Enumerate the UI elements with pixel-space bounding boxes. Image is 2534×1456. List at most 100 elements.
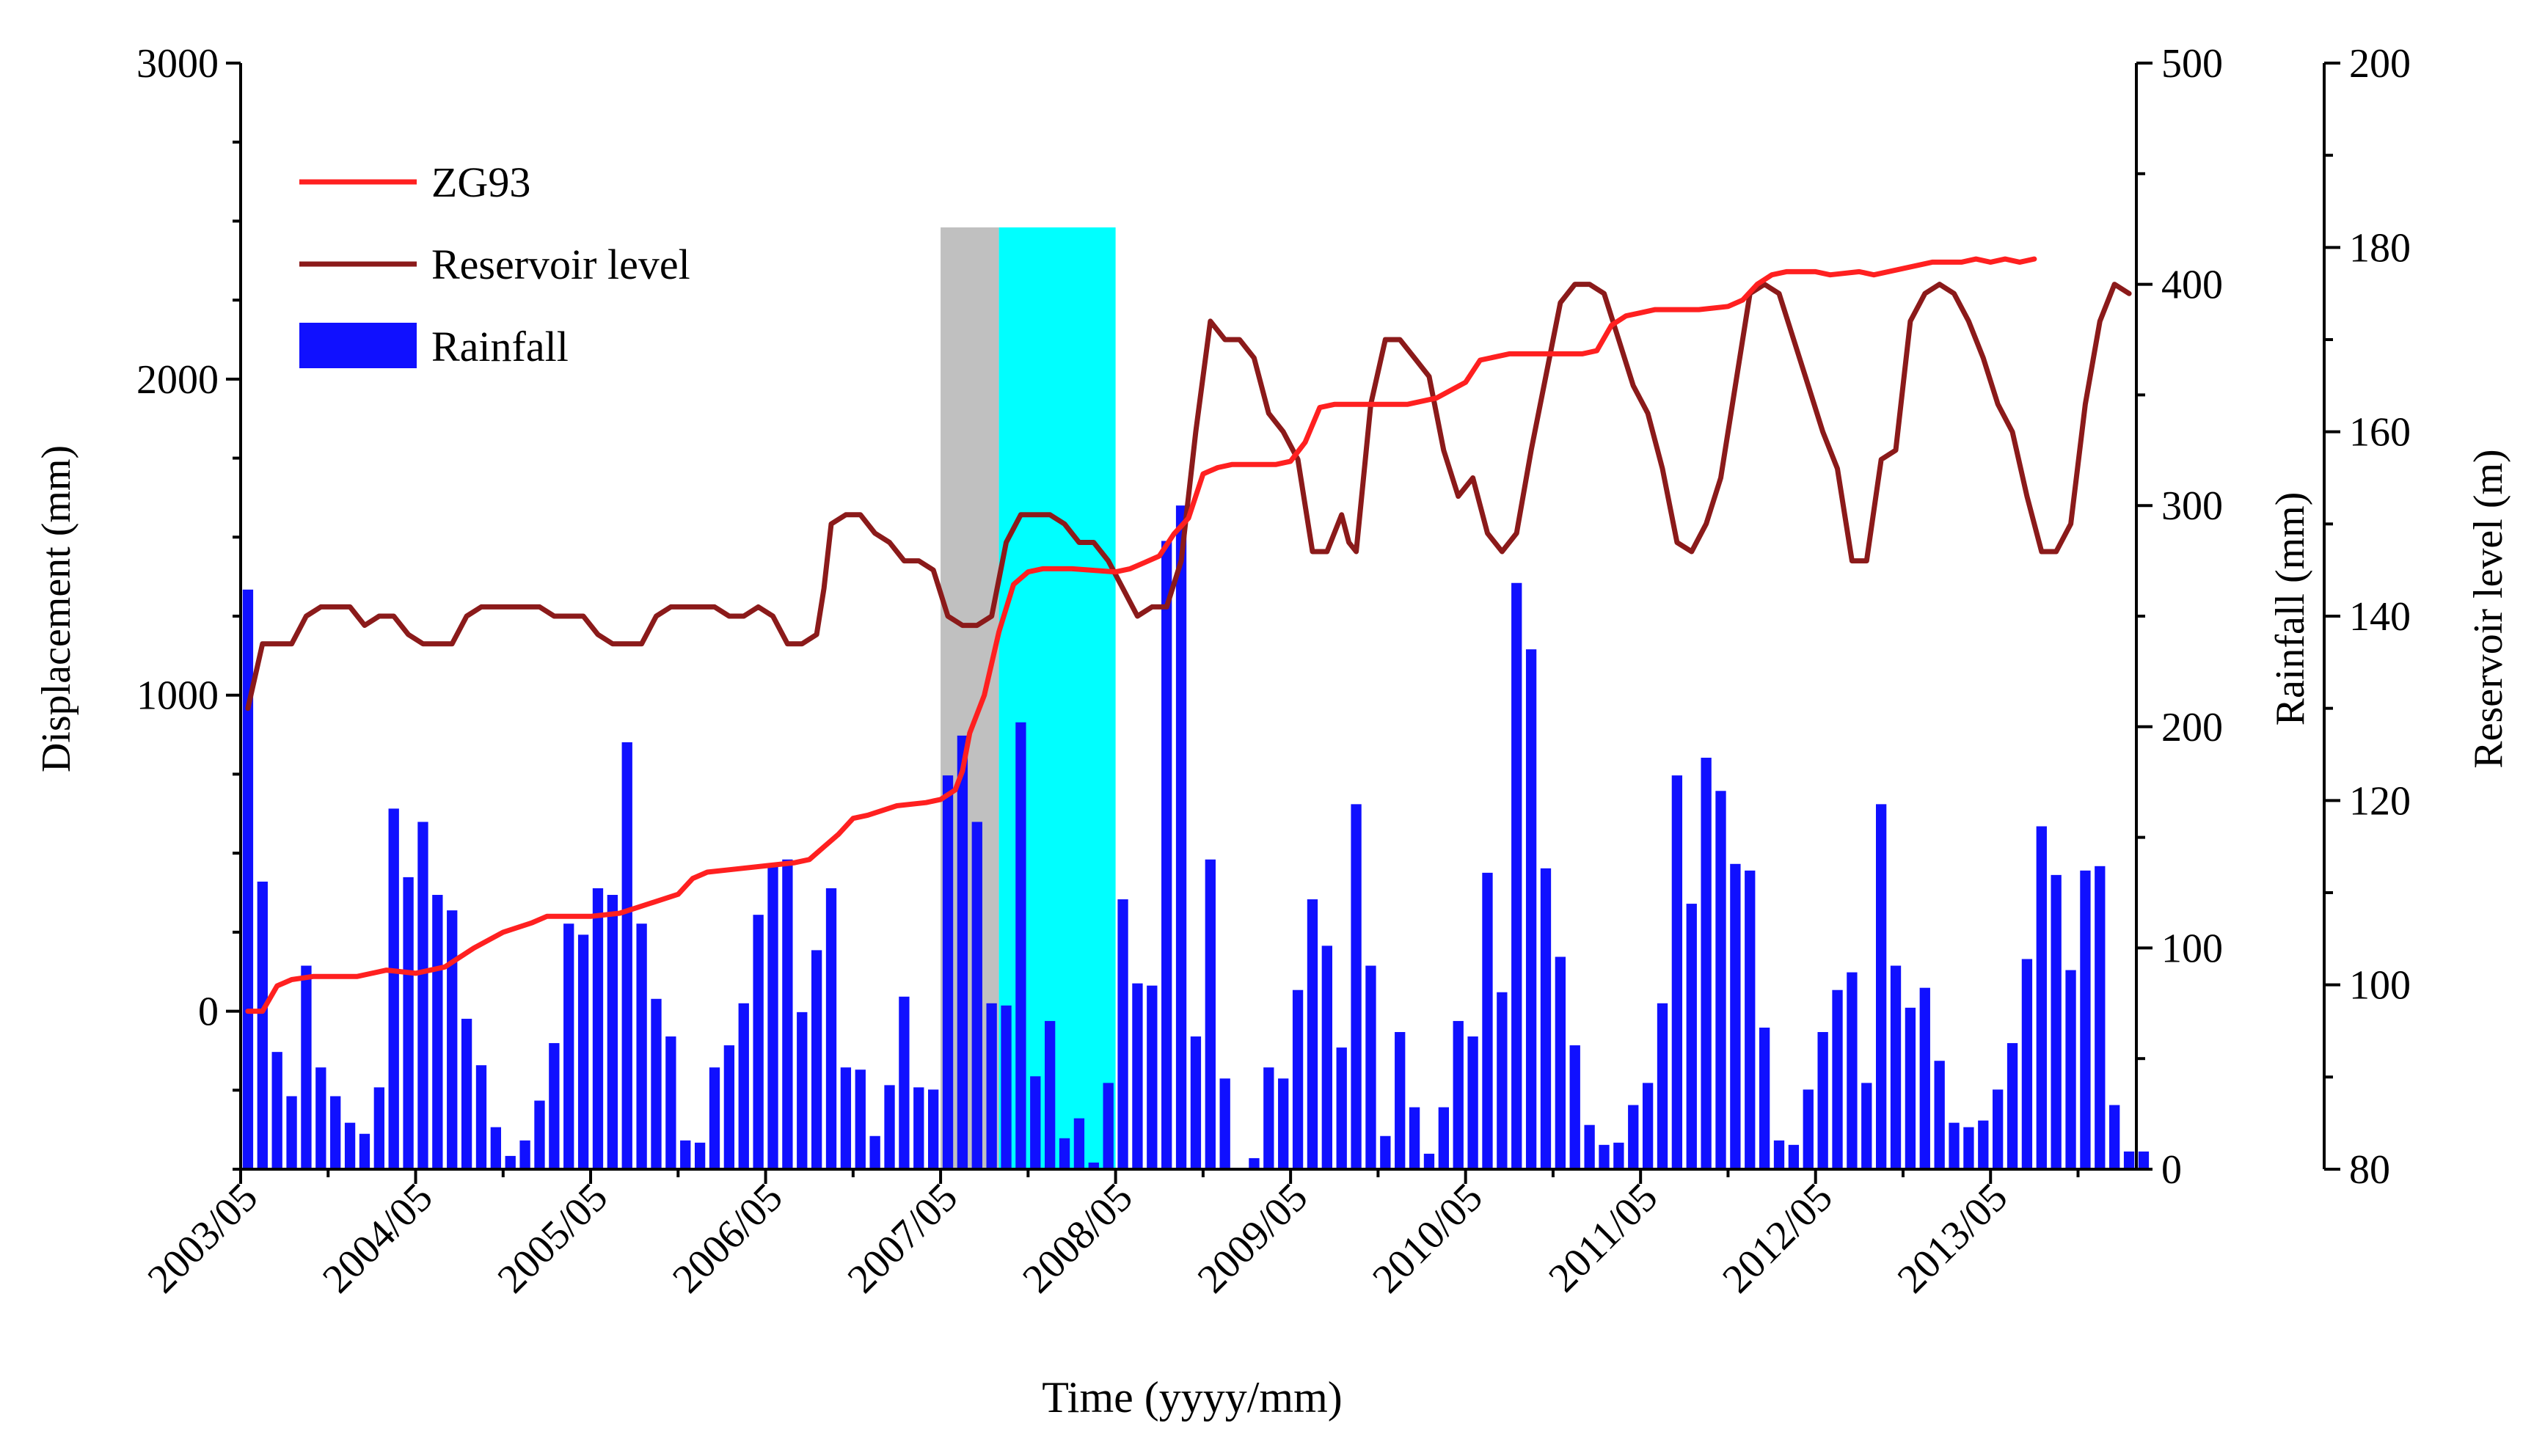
rainfall-bar xyxy=(1628,1105,1639,1169)
time-tick-label: 2006/05 xyxy=(664,1174,792,1302)
left-axis-title: Displacement (mm) xyxy=(34,445,79,772)
rainfall-bar xyxy=(1817,1032,1828,1169)
rainfall-bar xyxy=(1132,983,1143,1169)
reservoir-tick-label: 200 xyxy=(2349,41,2411,87)
rainfall-bar xyxy=(636,923,647,1169)
rainfall-bar xyxy=(782,859,793,1169)
rainfall-bar xyxy=(359,1133,370,1169)
rainfall-bar xyxy=(1278,1078,1289,1169)
rainfall-bar xyxy=(1875,804,1887,1169)
rainfall-bar xyxy=(869,1135,880,1169)
rainfall-bar xyxy=(1336,1047,1347,1169)
rainfall-bar xyxy=(505,1155,516,1169)
rainfall-bar xyxy=(2007,1043,2018,1169)
rainfall-bar xyxy=(1351,804,1362,1169)
rainfall-bar xyxy=(738,1003,749,1169)
rainfall-bar xyxy=(2138,1151,2150,1169)
rainfall-bar xyxy=(549,1043,560,1169)
rainfall-bar xyxy=(1540,868,1552,1169)
rainfall-bar xyxy=(242,589,254,1169)
rainfall-bar xyxy=(1832,989,1843,1169)
time-tick-label: 2003/05 xyxy=(139,1174,267,1302)
rainfall-bar xyxy=(1730,863,1741,1169)
rainfall-bar xyxy=(1803,1089,1814,1169)
rainfall-bar xyxy=(1219,1078,1230,1169)
reservoir-axis-title: Reservoir level (m) xyxy=(2466,449,2511,768)
rainfall-bar xyxy=(1161,541,1172,1169)
rainfall-bar xyxy=(1263,1067,1274,1169)
reservoir-tick-label: 180 xyxy=(2349,225,2411,271)
time-tick-label: 2007/05 xyxy=(839,1174,967,1302)
rainfall-bar xyxy=(1890,965,1902,1169)
displacement-tick-label: 3000 xyxy=(136,41,219,87)
rainfall-bar xyxy=(1715,791,1726,1169)
rainfall-bar xyxy=(1438,1107,1450,1169)
rainfall-bar xyxy=(490,1127,502,1169)
rainfall-bar xyxy=(753,915,764,1169)
rainfall-bar xyxy=(1482,872,1493,1169)
rainfall-bar xyxy=(286,1096,297,1169)
rainfall-bar xyxy=(1949,1122,1960,1169)
rainfall-bar xyxy=(855,1069,866,1169)
line-series xyxy=(245,256,2132,1014)
rainfall-bar xyxy=(315,1067,326,1169)
rainfall-bar xyxy=(301,965,312,1169)
rainfall-bar xyxy=(1307,899,1318,1169)
rainfall-bar xyxy=(519,1140,530,1169)
reservoir-tick-label: 160 xyxy=(2349,410,2411,456)
rainfall-bar xyxy=(1205,859,1216,1169)
rainfall-bar xyxy=(2109,1105,2120,1169)
rainfall-bar xyxy=(2036,826,2047,1169)
rainfall-bar xyxy=(1671,775,1683,1169)
rainfall-bar xyxy=(1511,582,1522,1169)
legend-swatch-2 xyxy=(299,323,417,368)
rainfall-bar xyxy=(1395,1032,1406,1169)
time-tick-label: 2013/05 xyxy=(1889,1174,2017,1302)
rainfall-bar xyxy=(1453,1020,1464,1169)
rainfall-bar xyxy=(2051,874,2062,1169)
time-tick-label: 2012/05 xyxy=(1714,1174,1841,1302)
rainfall-bar xyxy=(927,1089,939,1169)
rainfall-bar xyxy=(2095,866,2106,1169)
rainfall-bar xyxy=(2080,870,2091,1169)
x-axis-title: Time (yyyy/mm) xyxy=(1042,1373,1342,1422)
rainfall-bar xyxy=(1773,1140,1785,1169)
rainfall-bar xyxy=(942,775,954,1169)
rainfall-bar xyxy=(403,877,414,1169)
rainfall-bar xyxy=(1175,505,1187,1169)
rainfall-bar xyxy=(1147,985,1158,1169)
rainfall-bar xyxy=(840,1067,852,1169)
rainfall-bar xyxy=(1788,1144,1800,1169)
rainfall-bar xyxy=(825,888,837,1169)
rainfall-bar xyxy=(2065,970,2076,1169)
rainfall-bar xyxy=(577,934,589,1169)
rainfall-bar xyxy=(2021,959,2033,1169)
rainfall-bar xyxy=(1001,1005,1012,1169)
rainfall-bar xyxy=(607,895,618,1169)
rainfall-bar xyxy=(1919,987,1930,1169)
rainfall-bar xyxy=(1292,989,1304,1169)
reservoir-tick-label: 80 xyxy=(2349,1147,2390,1193)
rainfall-bar xyxy=(621,742,632,1169)
displacement-tick-label: 1000 xyxy=(136,673,219,719)
rainfall-bar xyxy=(1497,992,1508,1169)
rainfall-bar xyxy=(899,996,910,1169)
rainfall-bar xyxy=(417,822,428,1169)
reservoir-tick-label: 120 xyxy=(2349,778,2411,824)
rainfall-bar xyxy=(1905,1007,1916,1169)
rainfall-bar xyxy=(1963,1127,1974,1169)
rainfall-bar xyxy=(563,923,574,1169)
rainfall-bar xyxy=(1613,1142,1624,1169)
rainfall-bar xyxy=(271,1052,282,1169)
legend: ZG93 Reservoir level Rainfall xyxy=(299,158,690,370)
rainfall-bar xyxy=(447,910,458,1169)
rainfall-bar xyxy=(1993,1089,2004,1169)
rainfall-bar xyxy=(432,895,443,1169)
rainfall-tick-label: 200 xyxy=(2161,705,2223,750)
rainfall-bar xyxy=(1934,1061,1945,1169)
rainfall-bar xyxy=(723,1045,735,1169)
rainfall-bar xyxy=(1059,1138,1070,1169)
rainfall-bar xyxy=(388,808,399,1169)
rainfall-bar xyxy=(1759,1027,1770,1169)
